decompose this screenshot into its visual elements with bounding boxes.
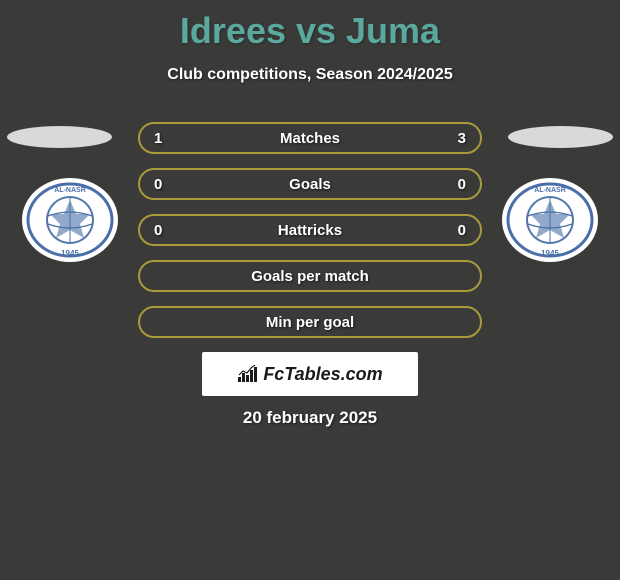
stat-label: Goals per match — [251, 268, 369, 285]
stat-right-value: 3 — [458, 130, 466, 147]
stat-label: Min per goal — [266, 314, 354, 331]
stats-container: 1 Matches 3 0 Goals 0 0 Hattricks 0 Goal… — [138, 122, 482, 352]
stat-left-value: 1 — [154, 130, 162, 147]
svg-text:1945: 1945 — [61, 249, 79, 258]
shield-icon: AL-NASR 1945 — [20, 178, 120, 263]
stat-label: Goals — [289, 176, 331, 193]
stat-row-goals: 0 Goals 0 — [138, 168, 482, 200]
stat-left-value: 0 — [154, 176, 162, 193]
stat-row-min-per-goal: Min per goal — [138, 306, 482, 338]
subtitle: Club competitions, Season 2024/2025 — [0, 66, 620, 84]
watermark-text: FcTables.com — [263, 364, 382, 385]
stat-label: Hattricks — [278, 222, 342, 239]
chart-icon — [237, 365, 259, 383]
club-badge-left: AL-NASR 1945 — [20, 178, 120, 263]
stat-row-hattricks: 0 Hattricks 0 — [138, 214, 482, 246]
stat-right-value: 0 — [458, 176, 466, 193]
club-badge-right: AL-NASR 1945 — [500, 178, 600, 263]
watermark: FcTables.com — [202, 352, 418, 396]
svg-text:AL-NASR: AL-NASR — [54, 187, 86, 194]
shield-icon: AL-NASR 1945 — [500, 178, 600, 263]
player-photo-right — [508, 126, 613, 148]
date-text: 20 february 2025 — [0, 408, 620, 428]
stat-right-value: 0 — [458, 222, 466, 239]
stat-label: Matches — [280, 130, 340, 147]
svg-text:1945: 1945 — [541, 249, 559, 258]
page-title: Idrees vs Juma — [0, 0, 620, 52]
stat-left-value: 0 — [154, 222, 162, 239]
stat-row-matches: 1 Matches 3 — [138, 122, 482, 154]
player-photo-left — [7, 126, 112, 148]
svg-text:AL-NASR: AL-NASR — [534, 187, 566, 194]
stat-row-goals-per-match: Goals per match — [138, 260, 482, 292]
